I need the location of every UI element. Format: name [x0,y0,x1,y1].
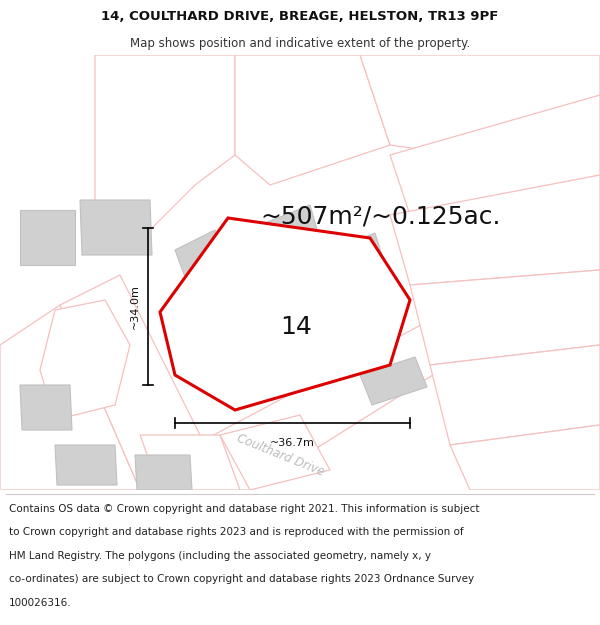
Polygon shape [60,275,200,490]
Text: Map shows position and indicative extent of the property.: Map shows position and indicative extent… [130,38,470,51]
Polygon shape [390,95,600,215]
Text: ~507m²/~0.125ac.: ~507m²/~0.125ac. [260,205,500,229]
Text: Coulthard Drive: Coulthard Drive [235,431,326,479]
Polygon shape [140,435,240,490]
Polygon shape [20,210,75,265]
Polygon shape [160,218,410,410]
Polygon shape [300,337,362,385]
Polygon shape [320,233,385,287]
Polygon shape [360,357,427,405]
Polygon shape [360,55,600,175]
Polygon shape [235,55,390,185]
Text: to Crown copyright and database rights 2023 and is reproduced with the permissio: to Crown copyright and database rights 2… [9,527,464,537]
Polygon shape [450,425,600,490]
Polygon shape [430,345,600,445]
Text: 14: 14 [280,315,312,339]
Polygon shape [95,55,235,250]
Polygon shape [250,303,305,350]
Polygon shape [265,205,320,258]
Polygon shape [55,445,117,485]
Text: Contains OS data © Crown copyright and database right 2021. This information is : Contains OS data © Crown copyright and d… [9,504,479,514]
Polygon shape [175,230,228,285]
Text: ~36.7m: ~36.7m [270,438,315,448]
Text: co-ordinates) are subject to Crown copyright and database rights 2023 Ordnance S: co-ordinates) are subject to Crown copyr… [9,574,474,584]
Polygon shape [220,415,330,490]
Polygon shape [20,385,72,430]
Polygon shape [110,230,600,490]
Text: 100026316.: 100026316. [9,598,71,608]
Text: 14, COULTHARD DRIVE, BREAGE, HELSTON, TR13 9PF: 14, COULTHARD DRIVE, BREAGE, HELSTON, TR… [101,10,499,23]
Text: HM Land Registry. The polygons (including the associated geometry, namely x, y: HM Land Registry. The polygons (includin… [9,551,431,561]
Polygon shape [135,455,192,490]
Polygon shape [40,300,130,420]
Polygon shape [390,175,600,285]
Polygon shape [80,200,152,255]
Text: ~34.0m: ~34.0m [130,284,140,329]
Polygon shape [0,305,140,490]
Polygon shape [410,270,600,365]
